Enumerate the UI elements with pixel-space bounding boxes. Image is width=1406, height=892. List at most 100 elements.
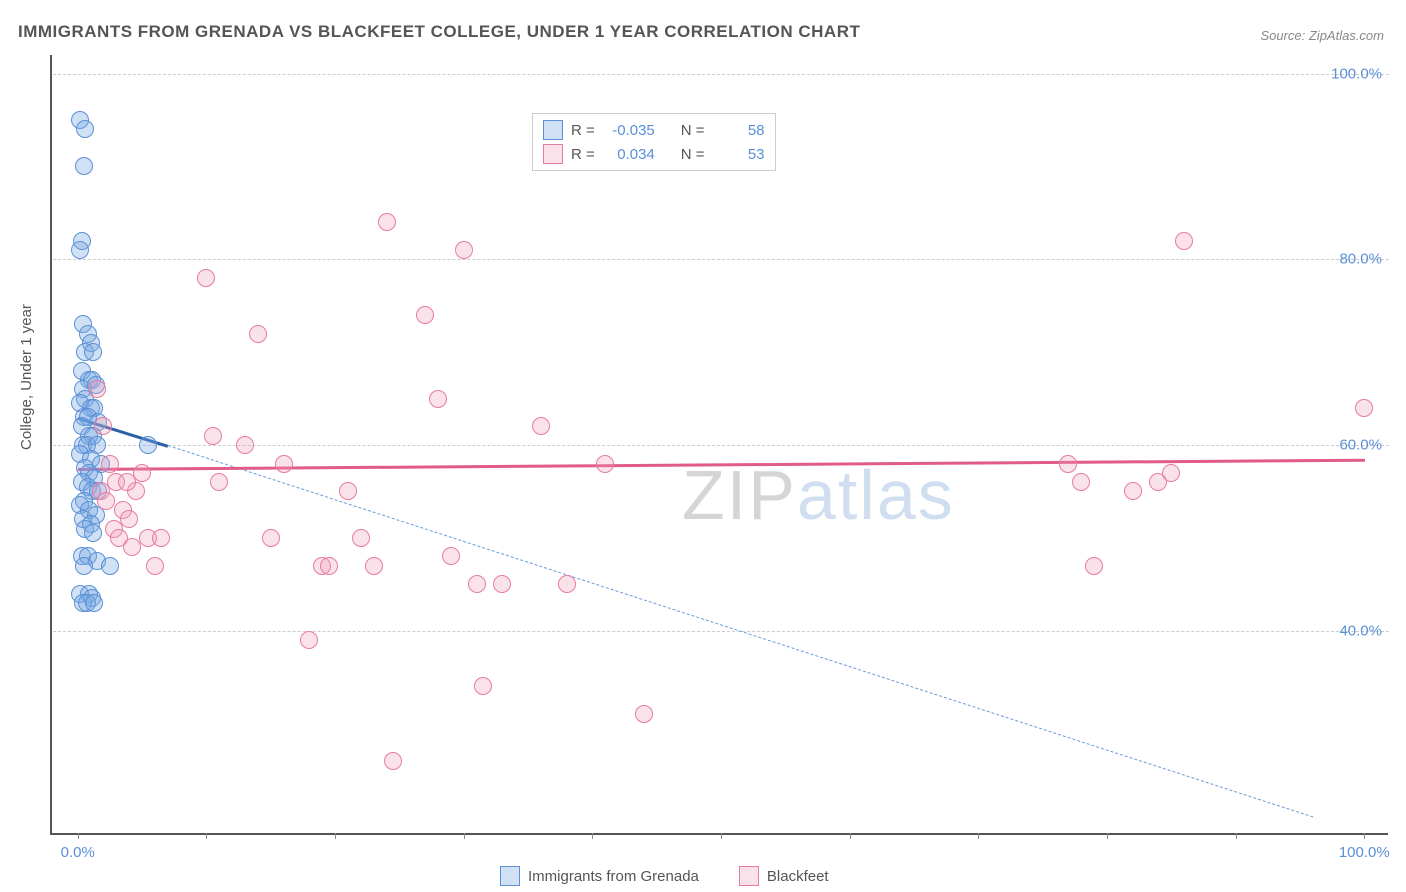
x-tick-label: 100.0%	[1339, 844, 1390, 861]
data-point	[101, 557, 119, 575]
legend-n-label: N =	[681, 146, 705, 163]
data-point	[468, 575, 486, 593]
data-point	[352, 529, 370, 547]
data-point	[133, 464, 151, 482]
legend-r-value: -0.035	[603, 122, 655, 139]
legend-r-label: R =	[571, 122, 595, 139]
legend-swatch	[543, 120, 563, 140]
chart-title: IMMIGRANTS FROM GRENADA VS BLACKFEET COL…	[18, 22, 860, 42]
data-point	[416, 306, 434, 324]
legend-r-value: 0.034	[603, 146, 655, 163]
data-point	[71, 241, 89, 259]
y-tick-label: 60.0%	[1339, 437, 1382, 454]
data-point	[300, 631, 318, 649]
y-tick-label: 40.0%	[1339, 622, 1382, 639]
x-tick	[464, 833, 465, 839]
legend-n-value: 53	[713, 146, 765, 163]
legend-item: Immigrants from Grenada	[500, 866, 699, 886]
x-tick	[721, 833, 722, 839]
data-point	[123, 538, 141, 556]
gridline	[53, 74, 1389, 75]
gridline	[53, 631, 1389, 632]
data-point	[1124, 482, 1142, 500]
data-point	[76, 120, 94, 138]
legend-row: R = -0.035 N = 58	[543, 118, 765, 142]
data-point	[97, 492, 115, 510]
data-point	[84, 524, 102, 542]
data-point	[1355, 399, 1373, 417]
legend-n-label: N =	[681, 122, 705, 139]
source-name: ZipAtlas.com	[1309, 28, 1384, 43]
data-point	[596, 455, 614, 473]
data-point	[210, 473, 228, 491]
data-point	[320, 557, 338, 575]
data-point	[249, 325, 267, 343]
x-tick	[978, 833, 979, 839]
data-point	[429, 390, 447, 408]
data-point	[558, 575, 576, 593]
x-tick	[1107, 833, 1108, 839]
data-point	[120, 510, 138, 528]
data-point	[1072, 473, 1090, 491]
data-point	[204, 427, 222, 445]
data-point	[275, 455, 293, 473]
data-point	[384, 752, 402, 770]
data-point	[1059, 455, 1077, 473]
data-point	[378, 213, 396, 231]
x-tick	[1236, 833, 1237, 839]
data-point	[474, 677, 492, 695]
watermark-text-a: ZIP	[682, 456, 797, 534]
data-point	[152, 529, 170, 547]
data-point	[139, 436, 157, 454]
watermark-text-b: atlas	[797, 456, 955, 534]
y-tick-label: 100.0%	[1331, 65, 1382, 82]
data-point	[75, 557, 93, 575]
data-point	[442, 547, 460, 565]
legend-label: Immigrants from Grenada	[528, 868, 699, 885]
scatter-plot-area: ZIPatlas R = -0.035 N = 58 R = 0.034 N = 53 40.…	[50, 55, 1388, 835]
x-tick	[592, 833, 593, 839]
y-axis-label: College, Under 1 year	[18, 304, 35, 450]
legend-label: Blackfeet	[767, 868, 829, 885]
data-point	[1175, 232, 1193, 250]
x-tick	[78, 833, 79, 839]
gridline	[53, 259, 1389, 260]
watermark: ZIPatlas	[682, 455, 955, 535]
data-point	[455, 241, 473, 259]
legend-row: R = 0.034 N = 53	[543, 142, 765, 166]
data-point	[339, 482, 357, 500]
source-attribution: Source: ZipAtlas.com	[1260, 28, 1384, 43]
legend-swatch	[739, 866, 759, 886]
legend-swatch	[500, 866, 520, 886]
x-tick	[850, 833, 851, 839]
data-point	[118, 473, 136, 491]
data-point	[365, 557, 383, 575]
legend-r-label: R =	[571, 146, 595, 163]
data-point	[75, 157, 93, 175]
data-point	[94, 417, 112, 435]
legend-n-value: 58	[713, 122, 765, 139]
source-prefix: Source:	[1260, 28, 1308, 43]
series-legend: Immigrants from Grenada Blackfeet	[500, 866, 829, 886]
data-point	[1162, 464, 1180, 482]
data-point	[493, 575, 511, 593]
data-point	[84, 343, 102, 361]
data-point	[532, 417, 550, 435]
data-point	[236, 436, 254, 454]
data-point	[635, 705, 653, 723]
data-point	[262, 529, 280, 547]
x-tick	[335, 833, 336, 839]
x-tick	[1364, 833, 1365, 839]
correlation-legend: R = -0.035 N = 58 R = 0.034 N = 53	[532, 113, 776, 171]
legend-swatch	[543, 144, 563, 164]
data-point	[1085, 557, 1103, 575]
data-point	[85, 594, 103, 612]
data-point	[88, 380, 106, 398]
data-point	[101, 455, 119, 473]
x-tick	[206, 833, 207, 839]
legend-item: Blackfeet	[739, 866, 829, 886]
data-point	[146, 557, 164, 575]
x-tick-label: 0.0%	[61, 844, 95, 861]
y-tick-label: 80.0%	[1339, 251, 1382, 268]
data-point	[197, 269, 215, 287]
